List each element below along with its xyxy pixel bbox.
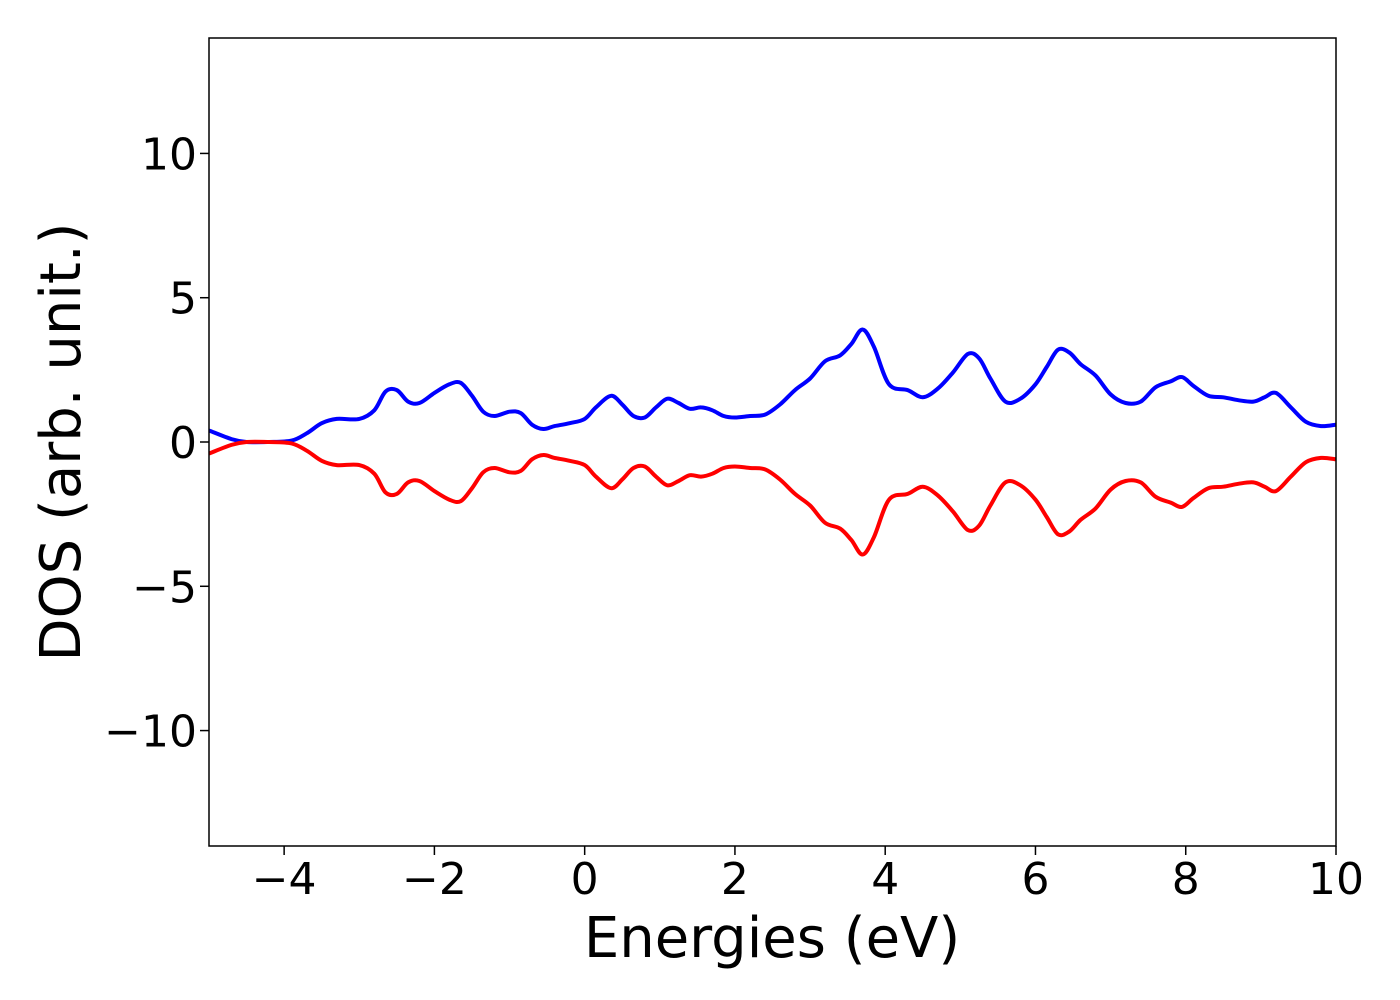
y-tick-label: 0 <box>169 418 197 469</box>
x-tick-label: 0 <box>571 854 599 905</box>
x-axis-label: Energies (eV) <box>584 906 960 971</box>
series-line-2 <box>209 439 1336 557</box>
x-tick-label: −4 <box>252 854 317 905</box>
x-axis-ticks: −4 −2 0 2 4 6 8 10 <box>252 846 1364 905</box>
y-tick-label: 5 <box>169 274 197 325</box>
x-tick-label: 8 <box>1172 854 1200 905</box>
y-tick-label: −10 <box>104 707 197 758</box>
y-axis-ticks: −10 −5 0 5 10 <box>104 129 209 758</box>
y-axis-label: DOS (arb. unit.) <box>29 222 94 661</box>
x-tick-label: 10 <box>1308 854 1364 905</box>
y-tick-label: −5 <box>132 562 197 613</box>
series-line-1 <box>209 327 1336 445</box>
y-tick-label: 10 <box>141 129 197 180</box>
series-layer <box>209 327 1336 557</box>
x-tick-label: 4 <box>871 854 899 905</box>
x-tick-label: 2 <box>721 854 749 905</box>
x-tick-label: 6 <box>1021 854 1049 905</box>
plot-frame <box>208 37 1337 847</box>
x-tick-label: −2 <box>402 854 467 905</box>
